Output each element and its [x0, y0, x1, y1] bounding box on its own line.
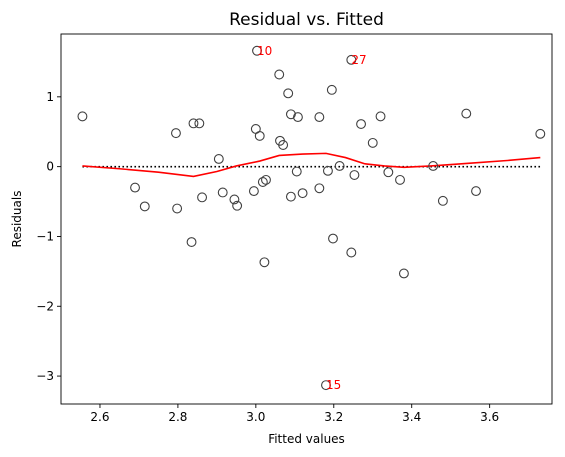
residual-point-42 — [375, 111, 386, 122]
residual-point-1 — [77, 111, 88, 122]
residual-point-7 — [188, 118, 199, 129]
residual-point-39 — [349, 170, 360, 180]
outlier-annotations: 10 27 15 — [257, 44, 367, 392]
residual-point-4 — [171, 128, 181, 139]
residual-point-19 — [259, 257, 270, 268]
x-tick-label: 2.6 — [90, 410, 109, 424]
residual-point-5 — [172, 203, 183, 214]
residual-point-17 — [254, 130, 265, 141]
residual-point-34 — [326, 84, 337, 95]
y-axis-label: Residuals — [10, 191, 24, 248]
residual-point-16 — [252, 45, 262, 56]
y-tick-label: 1 — [46, 90, 54, 104]
y-tick-label: 0 — [46, 160, 54, 174]
residual-point-20 — [261, 174, 271, 185]
residual-point-48 — [461, 108, 472, 119]
annotation-27: 27 — [351, 53, 366, 67]
annotation-10: 10 — [257, 44, 272, 58]
x-axis: 2.6 2.8 3.0 3.2 3.4 3.6 — [90, 404, 499, 424]
residual-point-41 — [367, 137, 378, 148]
residual-point-38 — [346, 247, 357, 258]
y-tick-label: −1 — [36, 229, 54, 243]
chart-title: Residual vs. Fitted — [229, 10, 384, 30]
annotation-15: 15 — [326, 378, 341, 392]
residual-point-24 — [283, 88, 294, 99]
residual-point-25 — [285, 109, 296, 120]
residual-point-28 — [292, 112, 303, 123]
y-axis: −3 −2 −1 0 1 — [36, 90, 61, 383]
residual-point-46 — [428, 160, 439, 171]
smooth-trend-line — [82, 152, 541, 178]
residual-point-10 — [213, 154, 224, 164]
x-tick-label: 3.2 — [324, 410, 343, 424]
residual-point-45 — [398, 268, 409, 279]
residual-point-12 — [229, 194, 240, 205]
residual-point-26 — [285, 191, 296, 202]
y-tick-label: −3 — [36, 369, 54, 383]
residual-point-40 — [356, 119, 367, 130]
y-tick-label: −2 — [36, 299, 54, 313]
residual-point-43 — [383, 167, 394, 178]
plot-area: 10 27 15 — [60, 33, 553, 405]
residual-point-21 — [274, 69, 285, 80]
residual-point-36 — [334, 160, 345, 171]
residual-point-2 — [130, 182, 140, 193]
residual-point-44 — [395, 174, 405, 185]
x-tick-label: 3.6 — [480, 410, 499, 424]
residual-point-23 — [278, 140, 289, 150]
residual-point-32 — [321, 380, 331, 391]
residual-point-35 — [328, 233, 338, 244]
residual-point-27 — [291, 166, 302, 177]
residual-point-9 — [197, 192, 208, 203]
residual-point-14 — [248, 186, 259, 197]
residual-point-11 — [217, 187, 228, 198]
residual-point-47 — [437, 195, 448, 206]
residual-point-29 — [297, 188, 308, 199]
residual-point-31 — [314, 183, 325, 194]
residual-point-50 — [535, 128, 546, 139]
x-axis-label: Fitted values — [268, 432, 345, 446]
plot-frame — [60, 33, 553, 405]
residual-point-3 — [139, 201, 150, 212]
x-tick-label: 3.4 — [402, 410, 421, 424]
x-tick-label: 2.8 — [168, 410, 187, 424]
residual-point-6 — [186, 237, 197, 247]
residual-point-30 — [314, 112, 325, 123]
residual-points — [77, 45, 546, 391]
x-tick-label: 3.0 — [246, 410, 265, 424]
residual-point-18 — [257, 177, 268, 187]
residual-point-37 — [346, 54, 357, 65]
residual-point-13 — [232, 200, 243, 211]
residual-point-33 — [322, 165, 333, 176]
residual-point-8 — [194, 118, 205, 129]
residual-point-49 — [471, 186, 481, 197]
